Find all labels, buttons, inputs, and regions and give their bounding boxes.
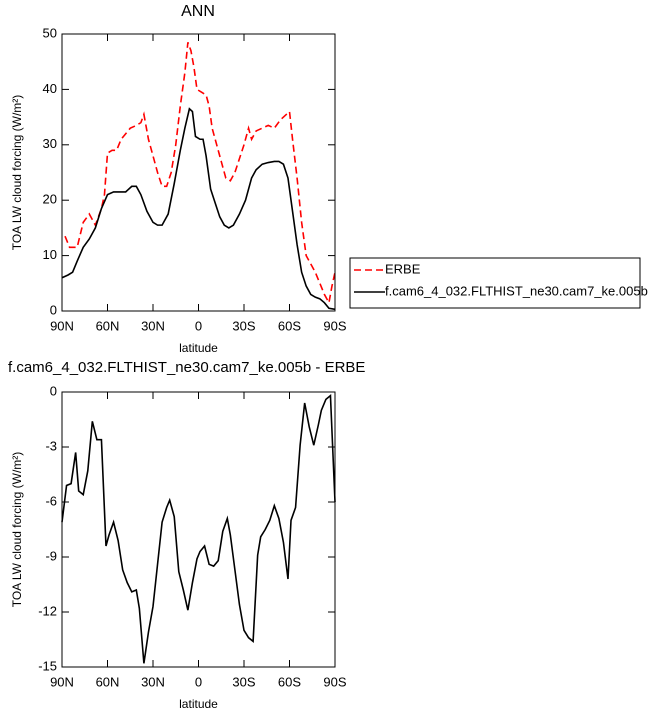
y-tick-label: 20 [43,192,57,207]
x-tick-label: 60S [278,318,301,333]
x-tick-label: 60S [278,674,301,689]
y-tick-label: 10 [43,247,57,262]
x-tick-label: 30S [232,674,255,689]
legend-label: ERBE [385,261,421,276]
x-tick-label: 30N [141,674,165,689]
plot-frame [61,33,336,312]
x-tick-label: 90N [50,674,74,689]
y-tick-label: -9 [45,548,57,563]
data-line [61,107,336,311]
y-tick-label: 50 [43,25,57,40]
y-tick-label: 30 [43,136,57,151]
x-axis-label: latitude [179,341,218,355]
x-tick-label: 30N [141,318,165,333]
y-tick-label: -12 [38,603,57,618]
chart-title: ANN [181,3,215,20]
data-line [64,42,336,306]
x-tick-label: 90S [323,318,346,333]
x-tick-label: 90S [323,674,346,689]
y-tick-label: -3 [45,438,57,453]
legend-label: f.cam6_4_032.FLTHIST_ne30.cam7_ke.005b [385,283,648,298]
x-tick-label: 0 [195,674,202,689]
y-tick-label: -15 [38,658,57,673]
y-tick-label: -6 [45,493,57,508]
y-axis-label: TOA LW cloud forcing (W/m²) [10,452,24,608]
data-line [61,394,336,664]
x-tick-label: 90N [50,318,74,333]
chart-title: f.cam6_4_032.FLTHIST_ne30.cam7_ke.005b -… [8,359,365,376]
x-axis-label: latitude [179,697,218,711]
y-tick-label: 0 [50,383,57,398]
x-tick-label: 30S [232,318,255,333]
x-tick-label: 60N [96,674,120,689]
y-axis-label: TOA LW cloud forcing (W/m²) [10,95,24,251]
legend-box [349,257,641,309]
y-tick-label: 40 [43,81,57,96]
x-tick-label: 60N [96,318,120,333]
x-tick-label: 0 [195,318,202,333]
y-tick-label: 0 [50,302,57,317]
plot-frame [61,391,336,668]
